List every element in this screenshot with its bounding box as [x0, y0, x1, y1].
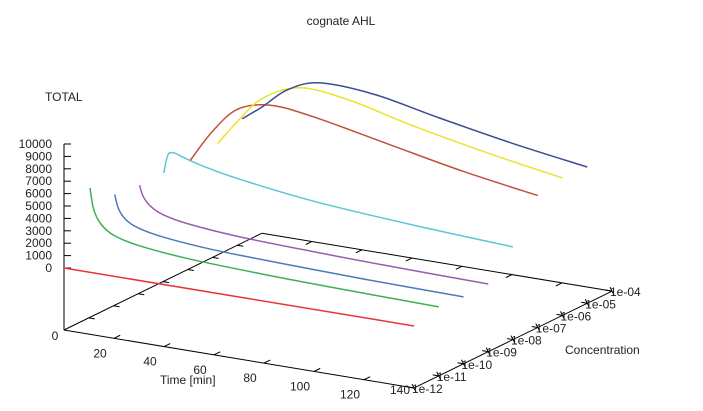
concentration-tick-cross — [461, 359, 466, 368]
z-tick-label: 0 — [45, 261, 52, 275]
series-group — [63, 82, 588, 327]
concentration-tick — [482, 350, 489, 353]
time-tick-label: 80 — [243, 371, 257, 385]
concentration-tick-label: 1e-09 — [486, 346, 517, 360]
z-axis-label: TOTAL — [45, 90, 83, 104]
time-tick — [163, 343, 171, 348]
concentration-tick — [457, 362, 464, 365]
concentration-tick-label: 1e-06 — [561, 309, 592, 323]
time-tick-label: 20 — [93, 346, 107, 360]
concentration-tick-cross — [560, 311, 565, 320]
concentration-tick-back — [88, 317, 95, 320]
concentration-tick-label: 1e-08 — [511, 334, 542, 348]
series-line-1e-08 — [163, 151, 514, 248]
concentration-tick — [581, 301, 588, 304]
concentration-tick — [432, 374, 439, 377]
concentration-tick — [556, 313, 563, 316]
concentration-tick-cross — [436, 371, 442, 381]
z-tick-label: 8000 — [25, 162, 52, 176]
concentration-tick-label: 1e-05 — [585, 297, 616, 311]
time-tick-back — [355, 249, 363, 254]
time-tick-label: 40 — [143, 355, 157, 369]
concentration-tick-back — [237, 244, 244, 247]
time-tick-back — [405, 257, 413, 262]
series-line-1e-11 — [89, 187, 439, 308]
time-tick-label: 140 — [390, 383, 410, 397]
concentration-tick-label: 1e-11 — [437, 370, 467, 384]
chart-title: cognate AHL — [307, 14, 376, 28]
axes — [63, 143, 615, 393]
concentration-tick — [506, 338, 514, 341]
tick-labels: 0100020003000400050006000700080009000100… — [19, 137, 641, 402]
series-line-1e-07 — [189, 103, 538, 197]
concentration-tick-cross — [411, 383, 417, 393]
time-tick-label: 0 — [52, 329, 59, 343]
concentration-tick-back — [187, 269, 194, 271]
time-axis-line — [63, 329, 415, 389]
series-line-1e-12 — [63, 267, 415, 327]
concentration-tick-label: 1e-07 — [536, 321, 567, 335]
series-line-1e-09 — [138, 184, 489, 285]
time-tick-back — [305, 241, 313, 245]
time-tick-back — [555, 282, 563, 287]
z-tick-label: 4000 — [25, 211, 52, 225]
concentration-tick-label: 1e-04 — [610, 285, 641, 299]
z-tick-label: 7000 — [25, 174, 52, 188]
time-tick-back — [505, 274, 513, 279]
series-line-1e-05 — [241, 82, 588, 168]
concentration-tick-back — [162, 281, 170, 284]
z-tick-label: 1000 — [25, 249, 52, 263]
concentration-tick-label: 1e-12 — [412, 382, 443, 396]
concentration-tick — [531, 325, 538, 328]
concentration-tick-cross — [584, 299, 590, 308]
concentration-tick-label: 1e-10 — [462, 358, 493, 372]
concentration-tick-back — [212, 256, 219, 259]
y-axis-label: Concentration — [565, 343, 640, 357]
concentration-tick-back — [113, 305, 120, 308]
z-tick-label: 10000 — [19, 137, 53, 151]
z-tick-label: 5000 — [25, 199, 52, 213]
concentration-tick-back — [138, 293, 145, 296]
concentration-tick — [605, 289, 613, 292]
concentration-tick — [407, 386, 415, 389]
concentration-tick-cross — [485, 347, 491, 356]
time-tick — [363, 376, 371, 381]
time-tick — [263, 359, 271, 364]
time-tick-label: 120 — [340, 388, 360, 402]
series-line-1e-06 — [216, 86, 563, 179]
time-tick-label: 100 — [290, 379, 310, 393]
concentration-tick-cross — [510, 335, 516, 344]
time-tick-label: 60 — [193, 363, 207, 377]
concentration-tick-cross — [535, 323, 541, 332]
z-tick-label: 6000 — [25, 187, 52, 201]
time-tick — [213, 351, 221, 356]
z-tick-label: 2000 — [25, 236, 52, 250]
concentration-tick-cross — [609, 286, 615, 296]
time-tick — [313, 367, 321, 372]
time-tick — [113, 334, 121, 339]
x-axis-label: Time [min] — [160, 373, 216, 387]
z-tick-label: 9000 — [25, 149, 52, 163]
series-line-1e-10 — [114, 194, 464, 298]
back-edge — [261, 232, 613, 292]
time-tick-back — [455, 265, 463, 270]
z-tick-label: 3000 — [25, 224, 52, 238]
